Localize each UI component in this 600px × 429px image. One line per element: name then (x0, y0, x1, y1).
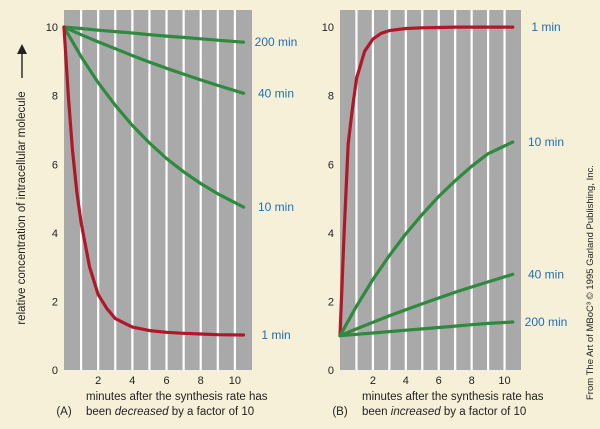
series-label-40-min: 40 min (258, 86, 294, 100)
copyright-credit: From The Art of MBoC³ © 1995 Garland Pub… (585, 165, 596, 400)
series-line-1-min (338, 25, 515, 338)
y-tick-label-8: 8 (328, 91, 334, 103)
series-line-10-min (338, 140, 515, 338)
series-label-200-min: 200 min (525, 315, 568, 329)
y-tick-label-6: 6 (52, 159, 58, 171)
plot-background-b (340, 10, 521, 370)
series-line-40-min (338, 272, 515, 338)
y-tick-label-4: 4 (328, 228, 334, 240)
series-label-10-min: 10 min (528, 135, 564, 149)
panel-a: 0 2 4 6 8 10 2 4 6 8 10 200 min 40 min 10 min 1 min min… (16, 10, 297, 418)
y-tick-label-8: 8 (52, 91, 58, 103)
plot-background-a (64, 10, 252, 370)
x-axis-caption-line-2: been decreased by a factor of 10 (86, 406, 254, 418)
x-tick-label-6: 6 (436, 375, 442, 387)
series-line-200-min (62, 25, 246, 44)
y-tick-label-2: 2 (52, 296, 58, 308)
y-tick-label-0: 0 (328, 365, 334, 377)
x-tick-label-10: 10 (229, 375, 241, 387)
x-tick-label-10: 10 (498, 375, 510, 387)
x-tick-label-2: 2 (370, 375, 376, 387)
x-axis-caption-line-1: minutes after the synthesis rate has (362, 391, 544, 403)
y-tick-label-10: 10 (322, 22, 334, 34)
x-tick-label-4: 4 (129, 375, 135, 387)
series-line-200-min (338, 320, 515, 338)
series-label-1-min: 1 min (261, 328, 290, 342)
x-axis-caption-line-1: minutes after the synthesis rate has (86, 391, 268, 403)
y-tick-label-2: 2 (328, 296, 334, 308)
y-tick-label-6: 6 (328, 159, 334, 171)
x-tick-label-8: 8 (469, 375, 475, 387)
x-tick-label-4: 4 (403, 375, 409, 387)
series-label-1-min: 1 min (531, 20, 560, 34)
x-tick-label-6: 6 (163, 375, 169, 387)
series-line-40-min (62, 25, 246, 95)
y-tick-label-4: 4 (52, 228, 58, 240)
y-axis-label: relative concentration of intracellular … (16, 91, 28, 324)
series-label-40-min: 40 min (528, 267, 564, 281)
series-label-200-min: 200 min (255, 35, 298, 49)
y-axis-arrow-head-icon (17, 44, 27, 54)
panel-b: 0 2 4 6 8 10 2 4 6 8 10 1 min 10 min 40 min 200 min min… (322, 10, 568, 418)
series-label-10-min: 10 min (258, 200, 294, 214)
panel-letter-b: (B) (332, 406, 348, 418)
series-line-10-min (62, 25, 246, 209)
y-tick-label-10: 10 (46, 22, 58, 34)
panel-letter-a: (A) (56, 406, 72, 418)
x-axis-caption-line-2: been increased by a factor of 10 (362, 406, 526, 418)
x-tick-label-8: 8 (198, 375, 204, 387)
series-line-1-min (62, 25, 246, 337)
y-tick-label-0: 0 (52, 365, 58, 377)
x-tick-label-2: 2 (95, 375, 101, 387)
